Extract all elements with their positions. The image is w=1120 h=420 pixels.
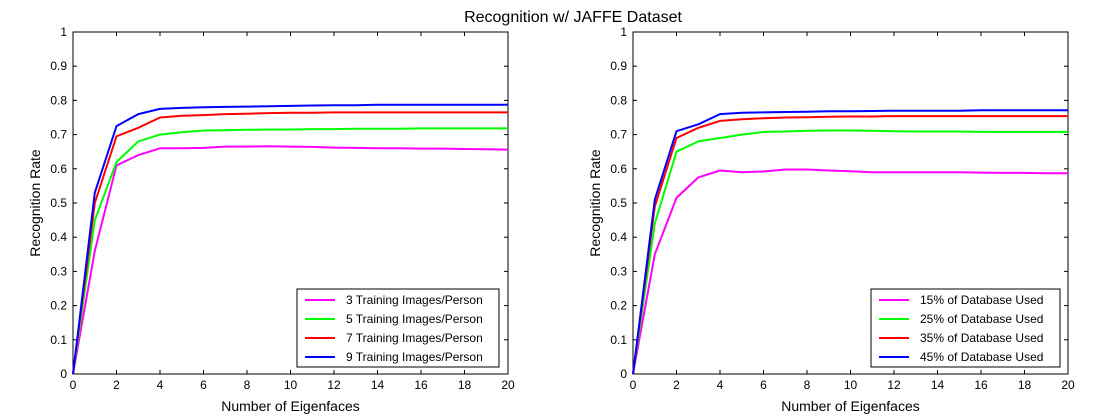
x-tick-label: 18 [1018, 378, 1032, 392]
x-tick-label: 2 [673, 378, 680, 392]
legend-box [870, 288, 1061, 368]
legend: 3 Training Images/Person 5 Training Image… [296, 288, 500, 368]
x-tick-label: 20 [501, 378, 515, 392]
series-line-1 [632, 168, 1068, 375]
legend-label: 5 Training Images/Person [346, 312, 483, 326]
x-tick-label: 8 [804, 378, 811, 392]
x-tick-label: 16 [974, 378, 988, 392]
y-tick-label: 0.4 [50, 230, 67, 244]
y-tick-label: 0.1 [610, 333, 627, 347]
x-tick-label: 20 [1061, 378, 1075, 392]
y-axis-label: Recognition Rate [27, 149, 43, 257]
y-tick-label: 0.2 [610, 299, 627, 313]
series-line-4 [632, 109, 1068, 375]
y-tick-label: 0.9 [50, 59, 67, 73]
legend-box [296, 288, 500, 368]
x-axis-label: Number of Eigenfaces [781, 398, 920, 414]
figure-title: Recognition w/ JAFFE Dataset [464, 9, 682, 26]
series-line-3 [72, 111, 508, 375]
x-tick-label: 12 [887, 378, 901, 392]
y-tick-label: 0 [620, 367, 627, 381]
x-tick-label: 12 [327, 378, 341, 392]
y-tick-label: 0.3 [610, 264, 627, 278]
y-tick-label: 0.3 [50, 264, 67, 278]
x-tick-label: 16 [414, 378, 428, 392]
y-tick-label: 0.6 [610, 162, 627, 176]
y-tick-label: 0.6 [50, 162, 67, 176]
x-tick-label: 2 [113, 378, 120, 392]
x-tick-label: 18 [458, 378, 472, 392]
y-tick-label: 1 [620, 25, 627, 39]
x-tick-label: 14 [931, 378, 945, 392]
y-tick-label: 0.5 [610, 196, 627, 210]
y-axis-label: Recognition Rate [587, 149, 603, 257]
y-tick-label: 0.2 [50, 299, 67, 313]
series-line-1 [72, 145, 509, 375]
x-tick-label: 0 [70, 378, 77, 392]
y-tick-label: 0.5 [50, 196, 67, 210]
x-tick-label: 4 [157, 378, 164, 392]
x-tick-label: 6 [200, 378, 207, 392]
right-chart: 0 2 4 6 8 10 12 14 16 18 20 0 0.1 0.2 0.3 0.4 0.5 0.6 0.7 0… [587, 25, 1075, 414]
x-tick-label: 10 [284, 378, 298, 392]
x-tick-label: 4 [717, 378, 724, 392]
x-tick-label: 8 [244, 378, 251, 392]
y-tick-label: 1 [60, 25, 67, 39]
x-tick-label: 0 [630, 378, 637, 392]
x-tick-label: 6 [760, 378, 767, 392]
x-axis-label: Number of Eigenfaces [221, 398, 360, 414]
x-tick-label: 14 [371, 378, 385, 392]
left-chart: 0 2 4 6 8 10 12 14 16 18 20 0 0.1 0.2 0.3 0.4 0.5 0.6 0.7 0… [27, 25, 515, 414]
y-tick-label: 0.1 [50, 333, 67, 347]
legend-label: 35% of Database Used [920, 331, 1043, 345]
y-tick-label: 0.8 [50, 93, 67, 107]
series-line-2 [72, 127, 508, 375]
series-line-2 [632, 129, 1068, 375]
y-tick-label: 0.7 [610, 128, 627, 142]
series-line-4 [72, 103, 508, 375]
y-tick-label: 0.4 [610, 230, 627, 244]
legend-label: 15% of Database Used [920, 293, 1043, 307]
legend-label: 3 Training Images/Person [346, 293, 483, 307]
series-line-3 [632, 115, 1068, 375]
legend-label: 7 Training Images/Person [346, 331, 483, 345]
y-tick-label: 0 [60, 367, 67, 381]
x-tick-label: 10 [844, 378, 858, 392]
legend-label: 45% of Database Used [920, 350, 1043, 364]
legend-label: 9 Training Images/Person [346, 350, 483, 364]
y-tick-label: 0.8 [610, 93, 627, 107]
legend-label: 25% of Database Used [920, 312, 1043, 326]
y-tick-label: 0.7 [50, 128, 67, 142]
legend: 15% of Database Used 25% of Database Used… [870, 288, 1061, 368]
y-tick-label: 0.9 [610, 59, 627, 73]
